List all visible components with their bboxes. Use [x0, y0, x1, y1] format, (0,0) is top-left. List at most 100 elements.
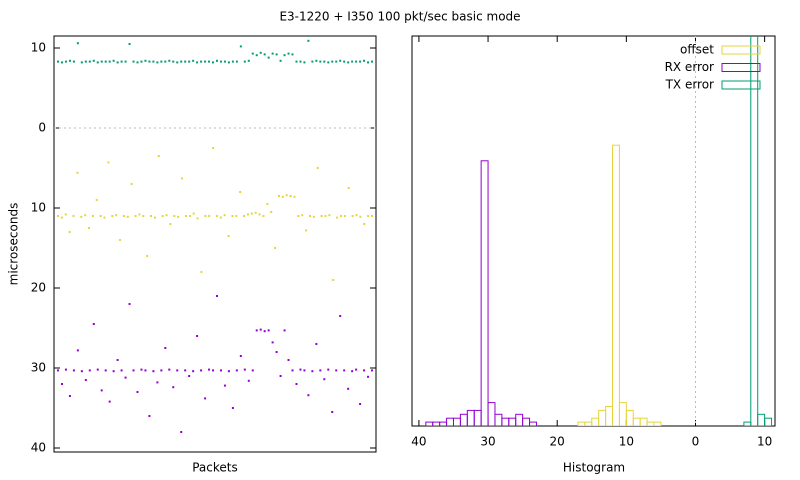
point	[188, 60, 191, 63]
point	[323, 60, 326, 63]
point	[271, 52, 274, 55]
point	[107, 161, 110, 164]
point	[355, 60, 358, 63]
histogram-bar	[757, 413, 766, 426]
point	[60, 383, 63, 385]
point	[336, 216, 339, 219]
point	[84, 379, 87, 381]
histogram-bar	[750, 36, 759, 426]
histogram-bar	[480, 160, 489, 426]
point	[287, 359, 290, 361]
point	[351, 215, 354, 217]
point	[263, 330, 266, 333]
point	[84, 60, 87, 63]
point	[239, 355, 242, 357]
point	[359, 215, 362, 218]
histogram-bar	[452, 417, 461, 426]
point	[153, 216, 156, 219]
point	[60, 61, 63, 64]
point	[281, 195, 284, 198]
point	[251, 369, 254, 372]
point	[176, 61, 179, 64]
point	[200, 271, 203, 273]
point	[120, 369, 123, 372]
point	[312, 215, 315, 218]
point	[235, 215, 238, 217]
y-tick-label: 10	[31, 201, 46, 215]
histogram-bar	[743, 421, 752, 426]
point	[283, 329, 286, 332]
point	[279, 375, 282, 377]
point	[116, 61, 119, 64]
point	[343, 60, 346, 63]
point	[108, 60, 111, 63]
histogram-bar	[646, 421, 655, 426]
point	[277, 195, 280, 197]
point	[347, 187, 350, 189]
y-tick-label: 30	[31, 361, 46, 375]
point	[212, 61, 215, 64]
point	[319, 60, 322, 63]
point	[335, 369, 338, 372]
point	[80, 215, 83, 218]
point	[180, 60, 183, 63]
point	[367, 215, 370, 217]
point	[227, 235, 230, 237]
point	[315, 59, 318, 62]
x-tick-label: 10	[757, 435, 772, 449]
point	[112, 370, 115, 373]
point	[72, 60, 75, 63]
point	[359, 60, 362, 63]
point	[254, 211, 257, 214]
point	[339, 215, 342, 217]
point	[184, 215, 187, 217]
point	[111, 215, 114, 217]
point	[335, 60, 338, 63]
point	[308, 215, 311, 217]
point	[219, 60, 222, 63]
point	[177, 215, 180, 218]
point	[103, 216, 106, 219]
point	[279, 59, 282, 62]
point	[311, 60, 314, 63]
point	[324, 215, 327, 217]
point	[99, 215, 102, 217]
point	[180, 431, 183, 433]
point	[76, 349, 79, 352]
legend-swatch	[721, 80, 761, 90]
point	[299, 60, 302, 63]
point	[291, 53, 294, 56]
point	[303, 369, 306, 372]
point	[152, 60, 155, 63]
point	[351, 370, 354, 373]
histogram-bar	[605, 406, 614, 426]
point	[247, 379, 250, 382]
point	[144, 369, 147, 372]
y-tick-label: 10	[31, 41, 46, 55]
point	[176, 369, 179, 372]
plot-frame	[411, 35, 776, 427]
point	[204, 397, 207, 400]
point	[327, 368, 330, 371]
point	[140, 368, 143, 371]
point	[64, 368, 67, 371]
point	[173, 215, 176, 217]
histogram-bar	[591, 417, 600, 426]
y-tick-label: 40	[31, 441, 46, 455]
point	[138, 213, 141, 216]
point	[57, 60, 59, 63]
legend-label: offset	[680, 43, 714, 57]
point	[122, 215, 125, 217]
point	[355, 368, 358, 371]
point	[172, 386, 175, 389]
y-tick-label: 0	[38, 121, 46, 135]
point	[343, 369, 346, 372]
point	[363, 223, 366, 225]
point	[351, 60, 354, 63]
point	[332, 279, 335, 281]
point	[72, 369, 75, 372]
histogram-bar	[446, 417, 454, 426]
point	[223, 60, 226, 63]
histogram-bar	[522, 417, 531, 426]
